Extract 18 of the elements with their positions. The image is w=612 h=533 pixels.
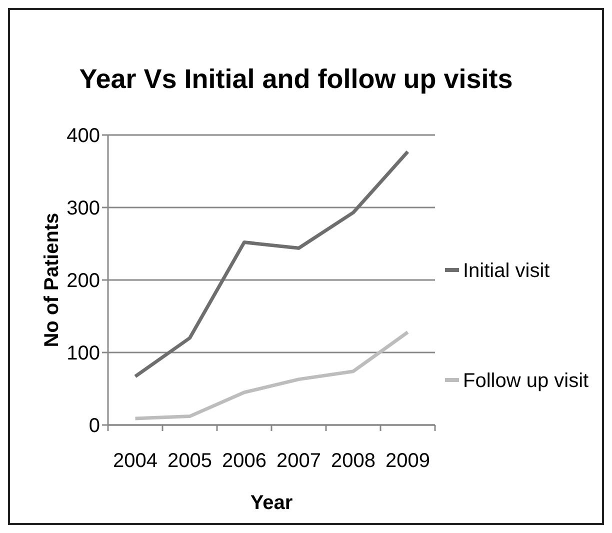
legend-label: Follow up visit	[463, 370, 590, 392]
x-tick-label: 2007	[276, 450, 321, 472]
y-tick-label: 400	[66, 125, 100, 147]
line-series	[134, 330, 410, 420]
chart-title: Year Vs Initial and follow up visits	[79, 64, 513, 94]
legend-label: Initial visit	[463, 260, 550, 282]
x-axis-title: Year	[250, 492, 293, 514]
x-tick-label: 2008	[331, 450, 376, 472]
y-tick-label: 100	[66, 342, 100, 364]
x-tick-label: 2009	[386, 450, 430, 472]
x-tick-label: 2005	[168, 450, 212, 472]
y-axis-title: No of Patients	[41, 212, 63, 348]
x-tick-label: 2006	[222, 450, 266, 472]
y-tick-label: 200	[66, 270, 100, 292]
line-series	[134, 150, 410, 378]
y-tick-label: 300	[66, 198, 100, 220]
x-tick-label: 2004	[113, 450, 158, 472]
y-tick-label: 0	[88, 415, 100, 437]
